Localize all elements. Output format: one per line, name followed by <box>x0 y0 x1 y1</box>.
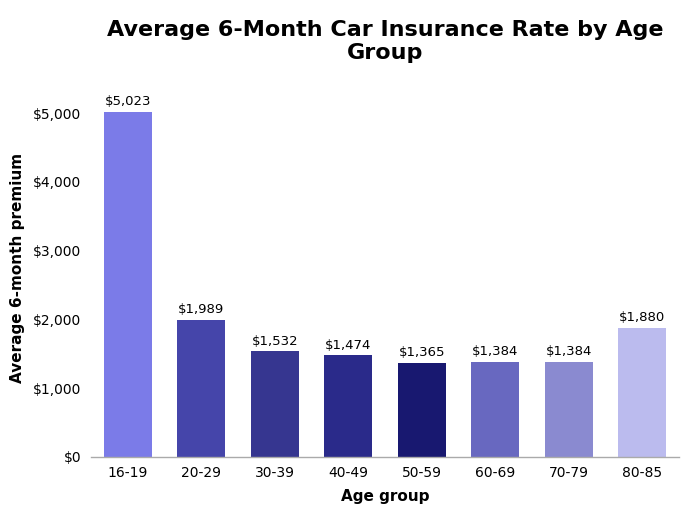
Bar <box>471 362 519 457</box>
Text: $1,532: $1,532 <box>251 334 298 348</box>
Title: Average 6-Month Car Insurance Rate by Age
Group: Average 6-Month Car Insurance Rate by Ag… <box>106 20 664 64</box>
Text: $5,023: $5,023 <box>104 94 151 108</box>
Bar <box>324 355 372 457</box>
X-axis label: Age group: Age group <box>341 489 429 504</box>
Text: $1,384: $1,384 <box>472 345 519 358</box>
Text: $1,474: $1,474 <box>325 339 372 352</box>
Text: $1,384: $1,384 <box>545 345 592 358</box>
Y-axis label: Average 6-month premium: Average 6-month premium <box>10 153 25 383</box>
Text: $1,365: $1,365 <box>398 346 445 359</box>
Bar <box>398 363 446 457</box>
Bar <box>618 328 666 457</box>
Bar <box>251 351 299 457</box>
Bar <box>177 320 225 457</box>
Bar <box>545 362 593 457</box>
Text: $1,880: $1,880 <box>619 311 666 324</box>
Bar <box>104 111 152 457</box>
Text: $1,989: $1,989 <box>178 303 225 316</box>
